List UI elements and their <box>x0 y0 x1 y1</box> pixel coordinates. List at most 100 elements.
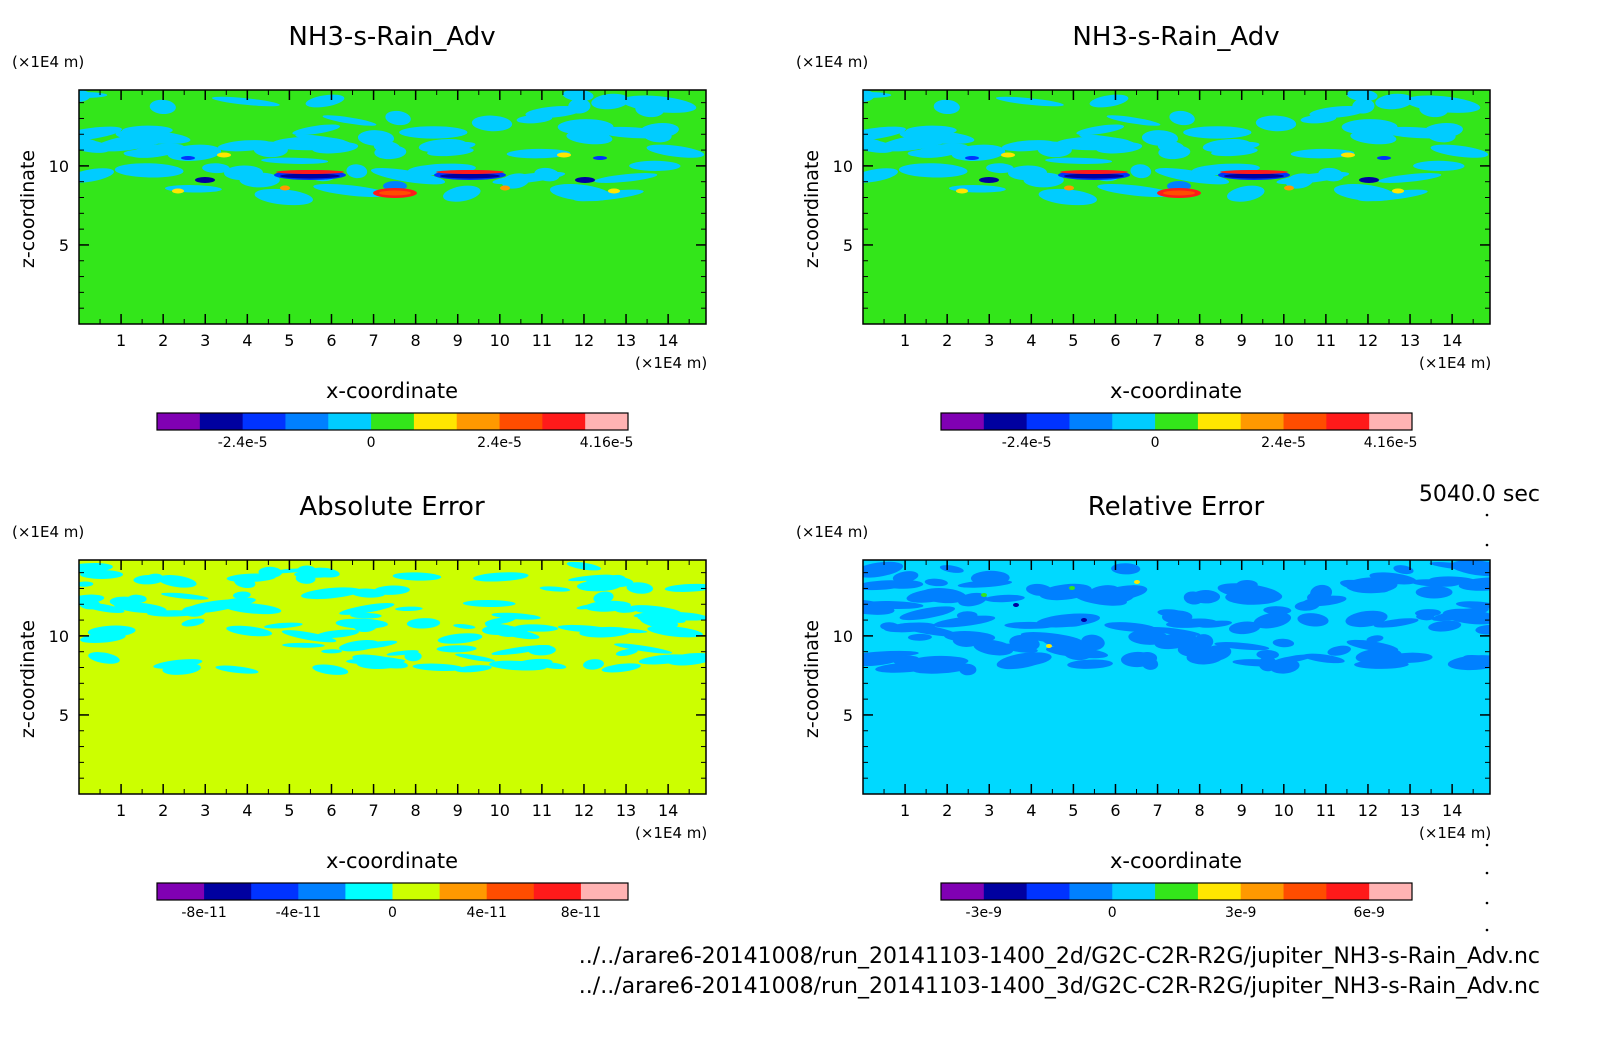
field-feature <box>440 173 500 179</box>
colorbar-swatch <box>439 883 488 900</box>
x-tick-label: 2 <box>942 331 952 350</box>
plot-frame <box>78 559 707 795</box>
field-patch <box>1169 110 1195 126</box>
colorbar-swatch <box>1069 413 1113 430</box>
field-patch <box>1004 621 1055 629</box>
colorbar-swatch <box>1197 413 1242 430</box>
x-tick-label: 1 <box>116 331 126 350</box>
x-axis-label: x-coordinate <box>1110 849 1242 873</box>
field-patch <box>437 633 483 644</box>
field-patch <box>1475 624 1490 635</box>
field-patch <box>353 619 378 633</box>
field-patch <box>1008 652 1052 667</box>
field-patch <box>1036 613 1100 628</box>
field-patch <box>404 651 422 662</box>
plot-frame <box>862 89 1491 325</box>
field-patch <box>133 574 164 585</box>
field-patch <box>1228 621 1261 635</box>
field-patch <box>1340 579 1390 593</box>
field-patch <box>254 188 313 206</box>
field-patch <box>1020 632 1083 644</box>
field-patch <box>646 144 705 158</box>
field-patch <box>1375 93 1414 110</box>
field-patch <box>1428 620 1462 632</box>
field-patch <box>1352 98 1375 114</box>
field-patch <box>1346 90 1378 102</box>
field-patch <box>373 585 410 595</box>
chart-panel-3: Absolute Error(×1E4 m)1 2 3 4 5 6 7 8 9 10 11 12 13 1… <box>12 492 707 921</box>
field-feature <box>1377 156 1391 160</box>
y-axis-label: z-coordinate <box>17 150 39 268</box>
field-patch <box>114 602 167 614</box>
field-patch <box>568 98 591 114</box>
field-patch <box>339 602 395 615</box>
field-patch <box>514 624 558 632</box>
colorbar-swatch <box>204 883 252 900</box>
field-patch <box>1064 646 1082 655</box>
colorbar-label: -2.4e-5 <box>1002 435 1052 451</box>
field-patch <box>202 163 230 174</box>
colorbar-swatch <box>580 883 629 900</box>
field-patch <box>639 122 679 139</box>
colorbar-swatch <box>542 413 586 430</box>
y-axis-label: z-coordinate <box>801 150 823 268</box>
field-speck <box>981 593 987 597</box>
x-tick-label: 11 <box>532 331 552 350</box>
field-patch <box>80 632 126 644</box>
x-unit-label: (×1E4 m) <box>1419 354 1491 372</box>
field-patch <box>1272 638 1295 648</box>
field-patch <box>1415 609 1441 617</box>
field-patch <box>1285 173 1314 189</box>
field-patch <box>591 93 630 110</box>
colorbar-swatch <box>1112 883 1156 900</box>
colorbar-swatch <box>157 413 201 430</box>
x-tick-label: 5 <box>284 331 294 350</box>
x-tick-label: 9 <box>1237 331 1247 350</box>
margin-dot <box>1485 513 1489 517</box>
colorbar-swatch <box>1369 883 1413 900</box>
field-patch <box>899 129 975 145</box>
field-patch <box>1290 148 1355 159</box>
field-patch <box>129 143 185 158</box>
field-patch <box>534 167 560 182</box>
field-patch <box>970 570 1010 586</box>
field-feature <box>557 152 571 158</box>
field-patch <box>913 143 969 158</box>
colorbar-swatch <box>456 413 501 430</box>
field-patch <box>357 130 395 146</box>
colorbar-swatch <box>983 413 1028 430</box>
field-patch <box>939 565 964 573</box>
field-feature <box>1341 152 1355 158</box>
colorbar-swatch <box>499 413 543 430</box>
colorbar-swatch <box>585 413 629 430</box>
field-patch <box>233 591 251 599</box>
field-patch <box>79 581 94 587</box>
field-patch <box>875 662 934 673</box>
colorbar-swatch <box>1155 883 1199 900</box>
field-patch <box>312 664 349 675</box>
colorbar-frame <box>940 412 1413 431</box>
field-patch <box>1302 653 1345 664</box>
field-patch <box>539 586 571 592</box>
colorbar-swatch <box>941 883 985 900</box>
x-tick-label: 5 <box>1068 801 1078 820</box>
x-tick-label: 4 <box>1026 331 1036 350</box>
colorbar-frame <box>156 412 629 431</box>
field-patch <box>1430 144 1489 158</box>
field-patch <box>386 650 419 656</box>
field-patch <box>1097 183 1173 198</box>
field-patch <box>1177 643 1208 658</box>
field-patch <box>1038 188 1097 206</box>
field-patch <box>863 601 924 609</box>
chart-title: NH3-s-Rain_Adv <box>288 22 495 52</box>
field-feature <box>436 170 504 174</box>
colorbar-swatch <box>1197 883 1242 900</box>
field-patch <box>1106 115 1161 126</box>
field-patch <box>1191 589 1221 604</box>
field-patch <box>82 602 125 614</box>
field-patch <box>1378 173 1442 183</box>
x-tick-label: 14 <box>658 331 678 350</box>
field-patch <box>664 583 706 592</box>
field-patch <box>224 165 263 181</box>
colorbar-swatch <box>983 883 1028 900</box>
